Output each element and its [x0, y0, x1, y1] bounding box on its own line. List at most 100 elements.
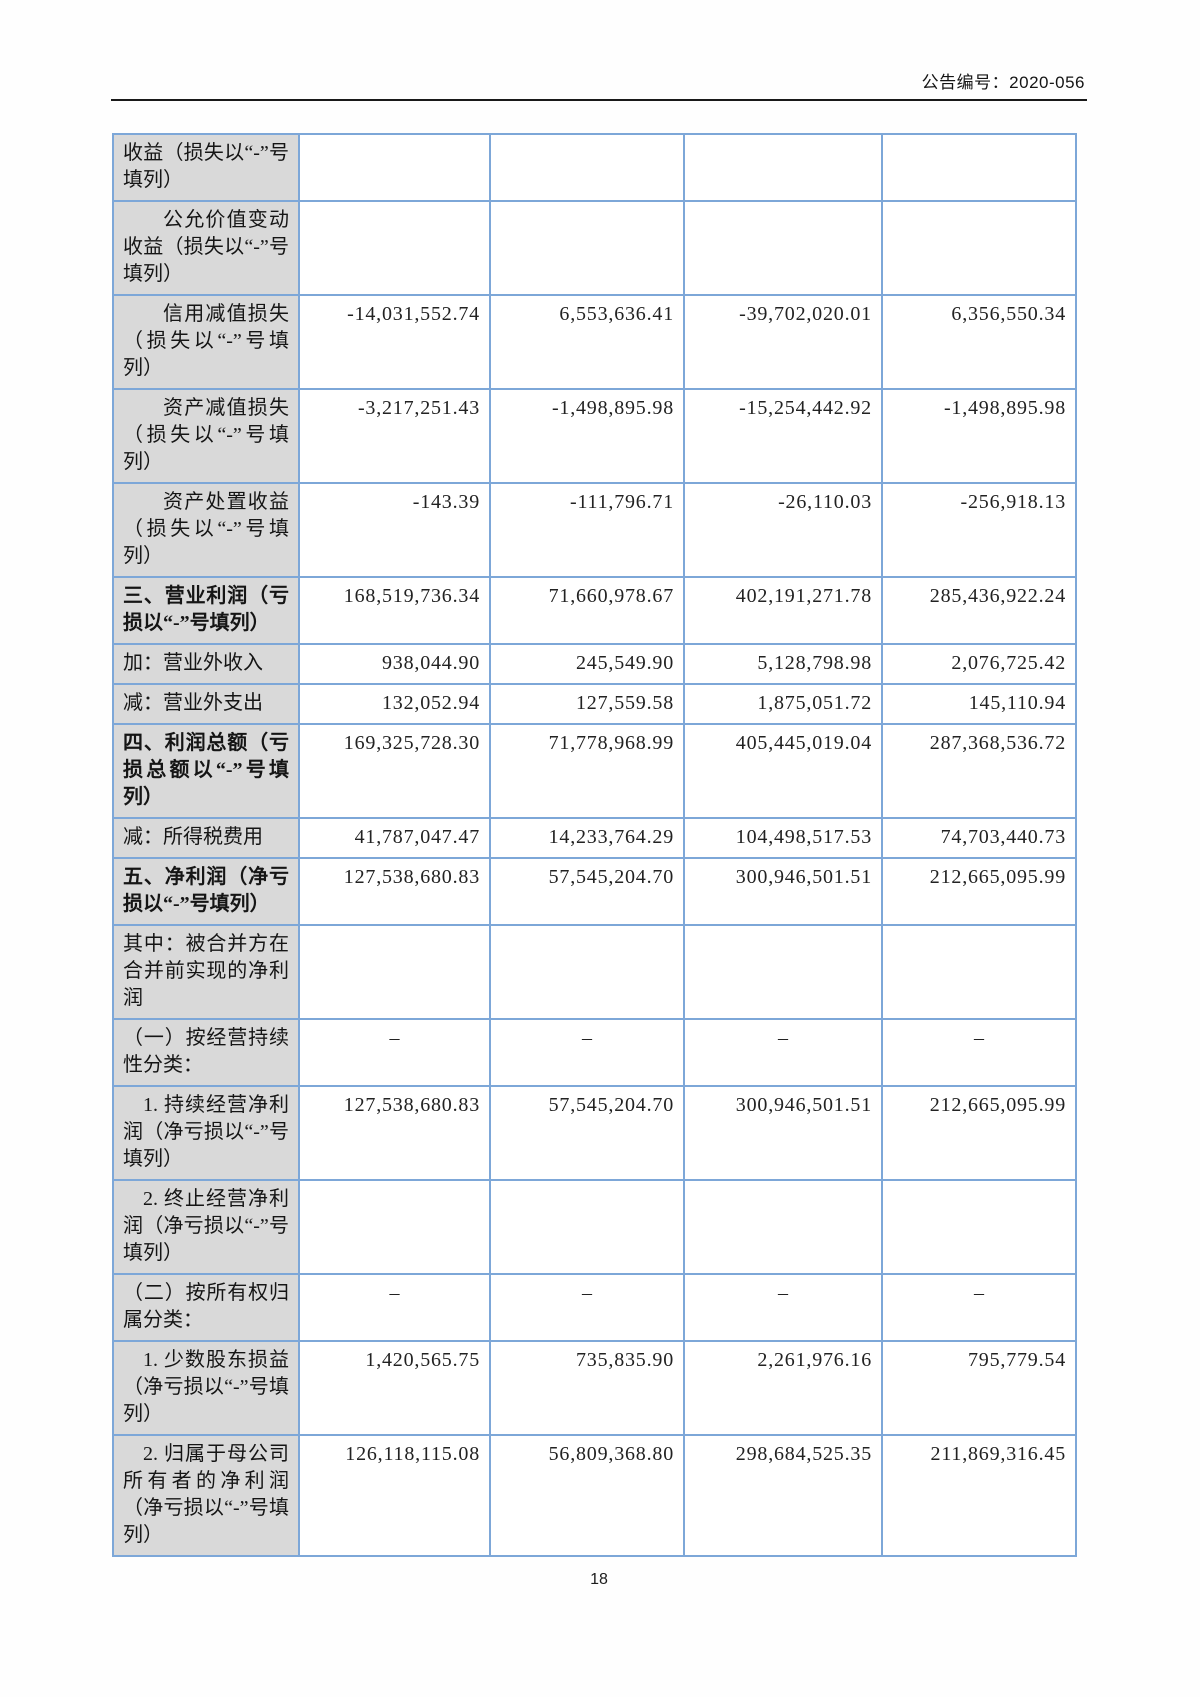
value-cell-col3: 298,684,525.35 [683, 1434, 883, 1557]
value-cell-col2: 14,233,764.29 [489, 817, 685, 859]
value-cell-col3: 104,498,517.53 [683, 817, 883, 859]
row-label-cell: 1. 持续经营净利润（净亏损以“-”号填列） [112, 1085, 300, 1181]
value-cell-col2 [489, 133, 685, 202]
page-number: 18 [590, 1571, 608, 1588]
value-cell-col1: 169,325,728.30 [298, 723, 491, 819]
value-cell-col4: – [881, 1018, 1077, 1087]
value-cell-col3: – [683, 1018, 883, 1087]
value-cell-col2: 6,553,636.41 [489, 294, 685, 390]
row-label-cell: 2. 终止经营净利润（净亏损以“-”号填列） [112, 1179, 300, 1275]
table-row: 信用减值损失（损失以“-”号填列） -14,031,552.74 6,553,6… [112, 294, 1077, 390]
value-cell-col2: 71,778,968.99 [489, 723, 685, 819]
income-statement-table: 收益（损失以“-”号填列） 公允价值变动收益（损失以“-”号填列） 信用减值损失… [112, 133, 1077, 1557]
value-cell-col2: 71,660,978.67 [489, 576, 685, 645]
table-row: 资产处置收益（损失以“-”号填列） -143.39 -111,796.71 -2… [112, 482, 1077, 578]
row-label-cell: 加：营业外收入 [112, 643, 300, 685]
value-cell-col2: 245,549.90 [489, 643, 685, 685]
row-label-cell: 信用减值损失（损失以“-”号填列） [112, 294, 300, 390]
value-cell-col4 [881, 1179, 1077, 1275]
value-cell-col2: 56,809,368.80 [489, 1434, 685, 1557]
table-row: 收益（损失以“-”号填列） [112, 133, 1077, 202]
value-cell-col2 [489, 200, 685, 296]
value-cell-col4: 212,665,095.99 [881, 857, 1077, 926]
value-cell-col4: 287,368,536.72 [881, 723, 1077, 819]
value-cell-col1 [298, 133, 491, 202]
table-row: 2. 终止经营净利润（净亏损以“-”号填列） [112, 1179, 1077, 1275]
row-label-cell: 资产处置收益（损失以“-”号填列） [112, 482, 300, 578]
row-label-cell: 1. 少数股东损益（净亏损以“-”号填列） [112, 1340, 300, 1436]
value-cell-col2: -111,796.71 [489, 482, 685, 578]
table-row: 2. 归属于母公司所有者的净利润（净亏损以“-”号填列） 126,118,115… [112, 1434, 1077, 1557]
value-cell-col1: -143.39 [298, 482, 491, 578]
table-row: （一）按经营持续性分类： – – – – [112, 1018, 1077, 1087]
table-row: 四、利润总额（亏损总额以“-”号填列） 169,325,728.30 71,77… [112, 723, 1077, 819]
value-cell-col1: – [298, 1018, 491, 1087]
value-cell-col1 [298, 924, 491, 1020]
row-label-cell: （二）按所有权归属分类： [112, 1273, 300, 1342]
row-label-cell: 五、净利润（净亏损以“-”号填列） [112, 857, 300, 926]
value-cell-col4: -256,918.13 [881, 482, 1077, 578]
row-label-cell: （一）按经营持续性分类： [112, 1018, 300, 1087]
value-cell-col3 [683, 133, 883, 202]
value-cell-col4: 212,665,095.99 [881, 1085, 1077, 1181]
value-cell-col1: – [298, 1273, 491, 1342]
value-cell-col2: 57,545,204.70 [489, 857, 685, 926]
table-row: 公允价值变动收益（损失以“-”号填列） [112, 200, 1077, 296]
row-label-cell: 收益（损失以“-”号填列） [112, 133, 300, 202]
value-cell-col3: 300,946,501.51 [683, 1085, 883, 1181]
row-label-cell: 公允价值变动收益（损失以“-”号填列） [112, 200, 300, 296]
value-cell-col3: – [683, 1273, 883, 1342]
value-cell-col1: 126,118,115.08 [298, 1434, 491, 1557]
value-cell-col4 [881, 924, 1077, 1020]
value-cell-col2: – [489, 1018, 685, 1087]
table-row: 减：营业外支出 132,052.94 127,559.58 1,875,051.… [112, 683, 1077, 725]
value-cell-col2: -1,498,895.98 [489, 388, 685, 484]
value-cell-col3: 402,191,271.78 [683, 576, 883, 645]
value-cell-col3: 5,128,798.98 [683, 643, 883, 685]
value-cell-col2: 127,559.58 [489, 683, 685, 725]
value-cell-col2 [489, 1179, 685, 1275]
value-cell-col3: -39,702,020.01 [683, 294, 883, 390]
value-cell-col2: 735,835.90 [489, 1340, 685, 1436]
value-cell-col3: -15,254,442.92 [683, 388, 883, 484]
row-label-cell: 四、利润总额（亏损总额以“-”号填列） [112, 723, 300, 819]
row-label-cell: 资产减值损失（损失以“-”号填列） [112, 388, 300, 484]
value-cell-col4: -1,498,895.98 [881, 388, 1077, 484]
announcement-number: 公告编号：2020-056 [921, 73, 1085, 92]
table-row: 三、营业利润（亏损以“-”号填列） 168,519,736.34 71,660,… [112, 576, 1077, 645]
value-cell-col3 [683, 924, 883, 1020]
value-cell-col3: 300,946,501.51 [683, 857, 883, 926]
row-label-cell: 2. 归属于母公司所有者的净利润（净亏损以“-”号填列） [112, 1434, 300, 1557]
value-cell-col1: 132,052.94 [298, 683, 491, 725]
table-row: 1. 少数股东损益（净亏损以“-”号填列） 1,420,565.75 735,8… [112, 1340, 1077, 1436]
value-cell-col1 [298, 1179, 491, 1275]
table-row: 1. 持续经营净利润（净亏损以“-”号填列） 127,538,680.83 57… [112, 1085, 1077, 1181]
value-cell-col1: 1,420,565.75 [298, 1340, 491, 1436]
value-cell-col1: 41,787,047.47 [298, 817, 491, 859]
value-cell-col4: 6,356,550.34 [881, 294, 1077, 390]
value-cell-col2: – [489, 1273, 685, 1342]
value-cell-col3 [683, 1179, 883, 1275]
page-content: 公告编号：2020-056 收益（损失以“-”号填列） 公允价值变动收益（损失以… [111, 0, 1087, 1589]
table-row: （二）按所有权归属分类： – – – – [112, 1273, 1077, 1342]
table-row: 减：所得税费用 41,787,047.47 14,233,764.29 104,… [112, 817, 1077, 859]
row-label-cell: 减：所得税费用 [112, 817, 300, 859]
value-cell-col3: -26,110.03 [683, 482, 883, 578]
value-cell-col4: 211,869,316.45 [881, 1434, 1077, 1557]
value-cell-col2: 57,545,204.70 [489, 1085, 685, 1181]
value-cell-col4: – [881, 1273, 1077, 1342]
value-cell-col4 [881, 200, 1077, 296]
value-cell-col4: 795,779.54 [881, 1340, 1077, 1436]
value-cell-col4: 74,703,440.73 [881, 817, 1077, 859]
value-cell-col3: 405,445,019.04 [683, 723, 883, 819]
value-cell-col4: 2,076,725.42 [881, 643, 1077, 685]
table-row: 加：营业外收入 938,044.90 245,549.90 5,128,798.… [112, 643, 1077, 685]
value-cell-col4: 145,110.94 [881, 683, 1077, 725]
value-cell-col4: 285,436,922.24 [881, 576, 1077, 645]
value-cell-col2 [489, 924, 685, 1020]
value-cell-col4 [881, 133, 1077, 202]
value-cell-col3: 1,875,051.72 [683, 683, 883, 725]
value-cell-col1: 938,044.90 [298, 643, 491, 685]
value-cell-col3 [683, 200, 883, 296]
